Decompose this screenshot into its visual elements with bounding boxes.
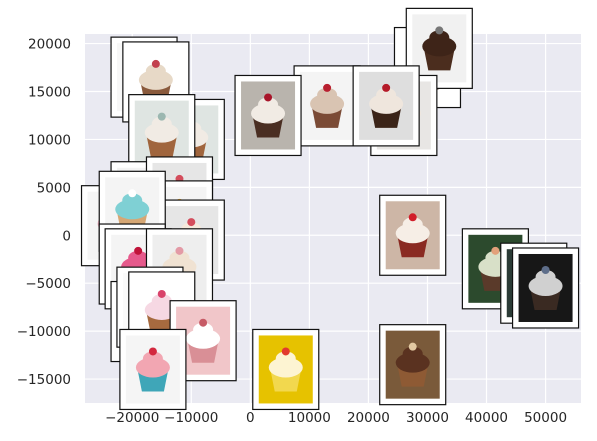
cupcake-liner-icon xyxy=(270,371,301,392)
cupcake-liner-icon xyxy=(530,289,561,310)
tick-labels: −20000 −10000 0 10000 20000 30000 40000 50000−1… xyxy=(17,37,567,426)
cupcake-frosting-icon xyxy=(317,87,338,102)
cupcake-frosting-icon xyxy=(144,122,179,143)
cupcake-frosting-icon xyxy=(251,103,286,124)
cupcake-frosting-icon xyxy=(268,357,303,378)
x-tick-label: −10000 xyxy=(164,410,218,426)
cupcake-frosting-icon xyxy=(369,93,404,114)
y-tick-label: −15000 xyxy=(17,372,71,388)
cupcake-frosting-icon xyxy=(395,352,430,373)
cupcake-frosting-icon xyxy=(145,63,166,78)
cupcake-frosting-icon xyxy=(402,346,423,361)
y-tick-label: 5000 xyxy=(37,180,71,196)
image-marker xyxy=(352,65,420,147)
cupcake-topping-icon xyxy=(264,93,273,102)
x-tick-label: 0 xyxy=(246,410,255,426)
x-tick-label: −20000 xyxy=(105,410,159,426)
cupcake-frosting-icon xyxy=(275,351,296,366)
cupcake-topping-icon xyxy=(491,246,500,255)
cupcake-frosting-icon xyxy=(429,30,450,45)
cupcake-topping-icon xyxy=(382,83,391,92)
cupcake-frosting-icon xyxy=(535,269,556,284)
image-marker xyxy=(234,74,302,157)
cupcake-liner-icon xyxy=(397,366,428,387)
x-tick-label: 20000 xyxy=(347,410,390,426)
cupcake-frosting-icon xyxy=(135,357,170,378)
image-marker xyxy=(405,7,473,89)
cupcake-frosting-icon xyxy=(128,250,149,265)
cupcake-liner-icon xyxy=(424,50,455,71)
cupcake-topping-icon xyxy=(134,246,143,255)
cupcake-liner-icon xyxy=(188,342,219,363)
y-tick-label: −10000 xyxy=(17,324,71,340)
y-tick-label: 0 xyxy=(62,228,71,244)
cupcake-liner-icon xyxy=(397,237,428,258)
cupcake-frosting-icon xyxy=(138,69,173,90)
cupcake-liner-icon xyxy=(253,117,284,138)
cupcake-frosting-icon xyxy=(395,223,430,244)
cupcake-topping-icon xyxy=(157,289,166,298)
cupcake-topping-icon xyxy=(541,265,550,274)
cupcake-liner-icon xyxy=(137,371,168,392)
cupcake-topping-icon xyxy=(128,189,137,198)
y-tick-label: 15000 xyxy=(28,85,71,101)
cupcake-frosting-icon xyxy=(122,193,143,208)
cupcake-liner-icon xyxy=(312,107,343,128)
cupcake-frosting-icon xyxy=(376,87,397,102)
cupcake-topping-icon xyxy=(175,246,184,255)
cupcake-topping-icon xyxy=(199,318,208,327)
cupcake-frosting-icon xyxy=(402,217,423,232)
cupcake-topping-icon xyxy=(408,213,417,222)
image-marker xyxy=(252,328,320,411)
y-tick-label: 10000 xyxy=(28,132,71,148)
y-tick-label: −5000 xyxy=(25,276,71,292)
cupcake-topping-icon xyxy=(151,59,160,68)
cupcake-frosting-icon xyxy=(422,36,457,57)
x-tick-label: 10000 xyxy=(288,410,331,426)
cupcake-topping-icon xyxy=(435,26,444,35)
cupcake-frosting-icon xyxy=(151,293,172,308)
cupcake-topping-icon xyxy=(408,342,417,351)
y-tick-label: 20000 xyxy=(28,37,71,53)
x-tick-label: 50000 xyxy=(524,410,567,426)
cupcake-topping-icon xyxy=(157,112,166,121)
cupcake-frosting-icon xyxy=(258,97,279,112)
cupcake-frosting-icon xyxy=(142,351,163,366)
image-marker xyxy=(379,324,447,406)
x-tick-label: 30000 xyxy=(406,410,449,426)
cupcake-topping-icon xyxy=(148,347,157,356)
image-marker xyxy=(293,65,361,147)
image-marker xyxy=(119,328,187,411)
cupcake-frosting-icon xyxy=(528,275,563,296)
cupcake-frosting-icon xyxy=(310,93,345,114)
cupcake-frosting-icon xyxy=(193,322,214,337)
cupcake-topping-icon xyxy=(323,83,332,92)
cupcake-frosting-icon xyxy=(115,199,150,220)
cupcake-liner-icon xyxy=(146,136,177,157)
cupcake-liner-icon xyxy=(371,107,402,128)
cupcake-topping-icon xyxy=(187,218,196,227)
cupcake-frosting-icon xyxy=(186,328,221,349)
image-marker xyxy=(379,194,447,276)
x-tick-label: 40000 xyxy=(465,410,508,426)
image-markers xyxy=(80,7,580,411)
image-marker xyxy=(511,247,580,329)
cupcake-frosting-icon xyxy=(151,116,172,131)
cupcake-frosting-icon xyxy=(169,250,190,265)
cupcake-topping-icon xyxy=(281,347,290,356)
